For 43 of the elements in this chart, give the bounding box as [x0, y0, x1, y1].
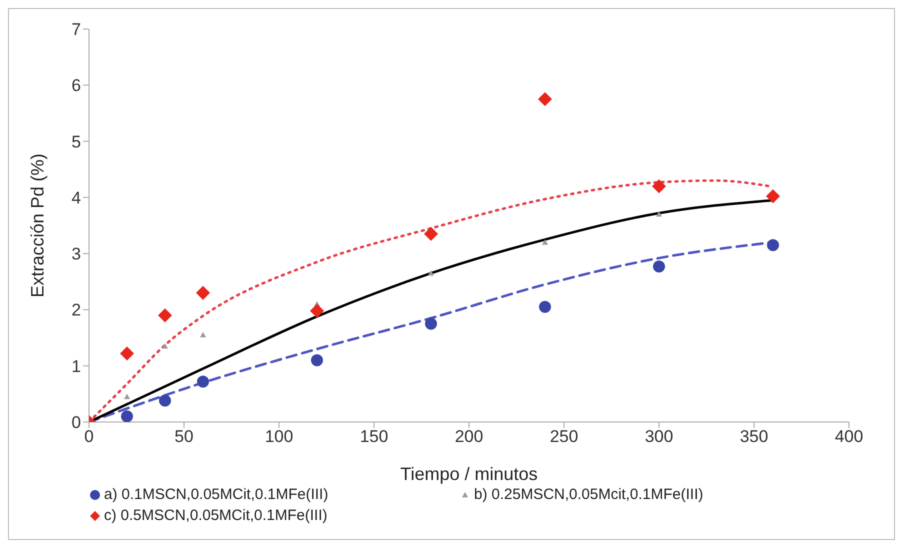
point — [196, 286, 210, 300]
x-tick-label: 250 — [550, 427, 578, 446]
point — [656, 211, 662, 217]
point — [200, 332, 206, 338]
point — [311, 354, 323, 366]
x-axis-title: Tiempo / minutos — [400, 464, 538, 484]
point — [120, 346, 134, 361]
x-tick-label: 350 — [740, 427, 768, 446]
x-tick-label: 200 — [454, 427, 484, 446]
point — [766, 189, 780, 204]
point — [197, 376, 209, 388]
y-tick-label: 5 — [72, 132, 81, 152]
point — [425, 318, 437, 330]
y-tick-label: 1 — [72, 356, 81, 376]
y-axis-title: Extracción Pd (%) — [27, 153, 48, 298]
x-tick-label: 150 — [360, 427, 388, 446]
legend-label: b) 0.25MSCN,0.05Mcit,0.1MFe(III) — [474, 486, 704, 503]
point — [652, 179, 666, 194]
y-tick-label: 0 — [72, 413, 81, 432]
y-tick-label: 2 — [72, 300, 81, 320]
x-tick-label: 300 — [644, 427, 674, 446]
point — [424, 226, 438, 241]
y-tick-label: 4 — [72, 188, 81, 208]
point — [653, 260, 665, 272]
point — [162, 343, 168, 349]
y-tick-label: 7 — [72, 20, 81, 40]
x-tick-label: 50 — [174, 427, 194, 446]
x-tick-label: 0 — [84, 427, 94, 446]
x-tick-label: 400 — [834, 427, 864, 446]
point — [124, 394, 130, 400]
legend-label: c) 0.5MSCN,0.05MCit,0.1MFe(III) — [104, 507, 328, 524]
point — [538, 92, 552, 106]
point — [158, 308, 172, 322]
point — [767, 239, 779, 252]
x-tick-label: 100 — [264, 427, 294, 446]
point — [159, 394, 171, 407]
point — [121, 410, 133, 422]
y-tick-label: 3 — [72, 244, 81, 264]
point — [310, 304, 324, 318]
y-tick-label: 6 — [72, 76, 81, 96]
point — [428, 270, 434, 276]
legend-label: a) 0.1MSCN,0.05MCit,0.1MFe(III) — [104, 486, 328, 503]
point — [539, 300, 551, 313]
